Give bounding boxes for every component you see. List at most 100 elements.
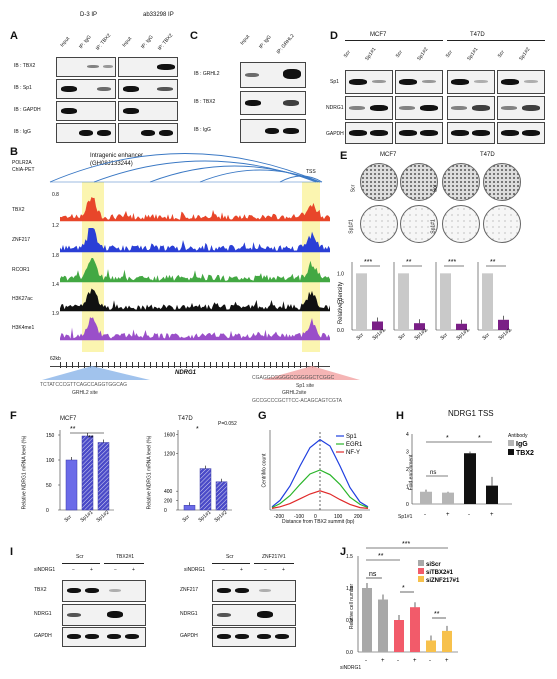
legend-swatch: [418, 568, 424, 574]
tick-label: 200: [164, 499, 173, 505]
tick-label: Scr: [355, 332, 365, 342]
tick-label: 1.0: [346, 586, 353, 592]
panel-letter-e: E: [340, 150, 348, 162]
sign: +: [282, 567, 285, 573]
tick-label: 0.5: [337, 300, 344, 306]
blot-d: [497, 122, 545, 144]
legend-swatch: [418, 560, 424, 566]
group-label: Scr: [76, 554, 84, 560]
blot-d: [345, 122, 393, 144]
xrow-label: Sp1#1: [398, 514, 413, 520]
tick-label: 200: [354, 514, 363, 520]
blot-a-tbx2-right: [118, 57, 178, 77]
x-sign: +: [446, 512, 450, 518]
legend-label: Sp1: [346, 434, 357, 440]
row-label: TBX2: [34, 587, 47, 593]
blot-a-igg-left: [56, 123, 116, 143]
sig-label: ns: [430, 470, 436, 476]
panel-letter-i: I: [10, 546, 14, 558]
tick-label: 1: [406, 485, 409, 491]
track-label: ZNF217: [12, 237, 31, 243]
tick-label: 0.5: [346, 618, 353, 624]
panel-letter-d: D: [330, 30, 338, 42]
sign: −: [72, 567, 75, 573]
blot-c-tbx2: [240, 91, 306, 115]
enhancer-label: Intragenic enhancer (GH08J133244): [90, 153, 144, 167]
sig-label: *: [446, 435, 449, 442]
colony-well: [483, 205, 521, 243]
tick-label: Scr: [481, 332, 491, 342]
row-label: GAPDH: [326, 131, 344, 137]
row-label: Sp1: [330, 79, 339, 85]
blot-d: [447, 70, 495, 94]
sig-label: ***: [364, 259, 372, 266]
chart-title: T47D: [178, 416, 193, 422]
tick-label: 0: [314, 514, 317, 520]
colony-well: [400, 163, 438, 201]
tick-label: 2: [406, 467, 409, 473]
tick-label: Scr: [397, 332, 407, 342]
ib-row-label: IB : TBX2: [194, 99, 216, 105]
x-sign: +: [445, 658, 449, 664]
legend-swatch: [508, 440, 514, 446]
track-label: RCOR1: [12, 267, 30, 273]
sig-label: *: [196, 426, 199, 433]
blot-d: [497, 70, 545, 94]
x-sign: -: [397, 658, 399, 664]
row-label: NDRG1: [180, 611, 198, 617]
ib-row-label: IB : TBX2: [14, 63, 36, 69]
track-scale: 1.9: [52, 311, 59, 317]
bar: [356, 273, 367, 330]
tick-label: 0.0: [337, 328, 344, 334]
sig-label: **: [406, 259, 412, 266]
cell-line-label: T47D: [480, 152, 495, 158]
sig-label: **: [378, 553, 384, 560]
blot-i: [62, 580, 146, 602]
blot-d: [447, 96, 495, 120]
tick-label: 0: [406, 502, 409, 508]
blot-i: [212, 627, 296, 647]
xlabel: Distance from TBX2 summit (bp): [282, 519, 355, 525]
motif-site-label: Sp1 site: [296, 383, 315, 389]
x-sign: -: [429, 658, 431, 664]
blot-i: [212, 580, 296, 602]
pvalue: P=0.052: [218, 421, 237, 427]
bar: [410, 607, 420, 652]
sig-label: **: [70, 426, 76, 433]
colony-well: [360, 205, 398, 243]
tick-label: 100: [334, 514, 343, 520]
motif-sequence: GCCGCCCGCTTCC-ACAGCAGTCGTA: [252, 398, 342, 404]
sig-label: ***: [402, 541, 410, 548]
bar: [398, 273, 409, 330]
sign: −: [264, 567, 267, 573]
track-scale: 0.8: [52, 192, 59, 198]
blot-a-igg-right: [118, 123, 178, 143]
legend-swatch: [508, 449, 514, 455]
tick-label: 0: [46, 508, 49, 514]
tick-label: 150: [46, 433, 55, 439]
chia-pet-label: POLR2A ChIA-PET: [12, 160, 35, 173]
panel-letter-h: H: [396, 410, 404, 422]
blot-c-igg: [240, 119, 306, 143]
blot-i: [62, 627, 146, 647]
blot-a-sp1-right: [118, 79, 178, 99]
legend-label: siTBX2#1: [426, 570, 454, 576]
legend-swatch: [418, 576, 424, 582]
legend-label: siScr: [426, 562, 441, 568]
row-label: NDRG1: [326, 105, 344, 111]
tick-label: 1.5: [346, 554, 353, 560]
group-label: TBX2#1: [116, 554, 135, 560]
track-scale: 1.8: [52, 253, 59, 259]
blot-a-gapdh-right: [118, 101, 178, 121]
tick-label: Scr: [181, 514, 191, 524]
blot-d: [395, 96, 443, 120]
panel-letter-g: G: [258, 410, 267, 422]
blot-a-tbx2-left: [56, 57, 116, 77]
blot-d: [345, 96, 393, 120]
ib-row-label: IB : IgG: [194, 127, 211, 133]
